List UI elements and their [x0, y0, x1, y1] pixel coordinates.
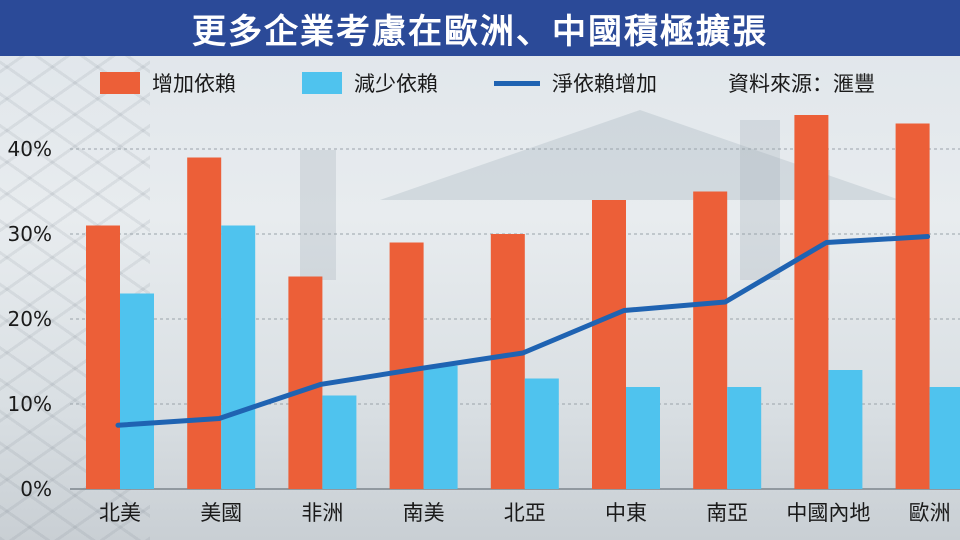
- source-note: 資料來源：滙豐: [728, 72, 875, 96]
- bar-decrease: [221, 225, 256, 489]
- bar-decrease: [727, 387, 762, 489]
- bar-increase: [288, 276, 323, 489]
- chart-title: 更多企業考慮在歐洲、中國積極擴張: [192, 11, 768, 52]
- legend-label-decrease: 減少依賴: [354, 72, 438, 96]
- x-tick-label: 中東: [605, 501, 647, 525]
- bar-decrease: [929, 387, 960, 489]
- title-bar: 更多企業考慮在歐洲、中國積極擴張: [0, 0, 960, 56]
- background-building: [740, 120, 780, 280]
- legend: 增加依賴 減少依賴 淨依賴增加 資料來源：滙豐: [0, 60, 960, 100]
- bar-decrease: [524, 378, 559, 489]
- bar-increase: [187, 157, 222, 489]
- bar-decrease: [120, 293, 154, 489]
- bar-increase: [592, 200, 626, 489]
- x-tick-label: 中國內地: [786, 501, 870, 525]
- y-tick-label: 0%: [20, 477, 52, 501]
- y-tick-label: 40%: [8, 137, 52, 161]
- legend-label-increase: 增加依賴: [152, 72, 236, 96]
- x-tick-label: 非洲: [301, 501, 343, 525]
- bar-decrease: [423, 365, 458, 489]
- legend-swatch-net: [494, 80, 540, 86]
- bar-decrease: [828, 370, 863, 489]
- x-tick-label: 歐洲: [909, 501, 951, 525]
- bar-decrease: [626, 387, 660, 489]
- x-tick-label: 南亞: [706, 501, 748, 525]
- legend-label-net: 淨依賴增加: [552, 72, 657, 96]
- bar-increase: [895, 123, 930, 489]
- bar-increase: [389, 242, 424, 489]
- legend-swatch-increase: [100, 72, 140, 94]
- bar-decrease: [322, 395, 357, 489]
- x-tick-label: 南美: [403, 501, 445, 525]
- x-tick-label: 北美: [99, 501, 141, 525]
- background-building: [300, 150, 336, 280]
- legend-item-increase: 增加依賴: [100, 68, 236, 98]
- legend-item-net: 淨依賴增加: [494, 68, 657, 98]
- bar-increase: [794, 115, 829, 489]
- y-tick-label: 10%: [8, 392, 52, 416]
- y-tick-label: 30%: [8, 222, 52, 246]
- x-tick-label: 美國: [200, 501, 242, 525]
- x-tick-label: 北亞: [504, 501, 546, 525]
- bar-increase: [86, 225, 120, 489]
- bar-increase: [693, 191, 728, 489]
- legend-swatch-decrease: [302, 72, 342, 94]
- legend-item-decrease: 減少依賴: [302, 68, 438, 98]
- y-tick-label: 20%: [8, 307, 52, 331]
- bar-increase: [490, 234, 525, 489]
- net-line: [115, 234, 931, 428]
